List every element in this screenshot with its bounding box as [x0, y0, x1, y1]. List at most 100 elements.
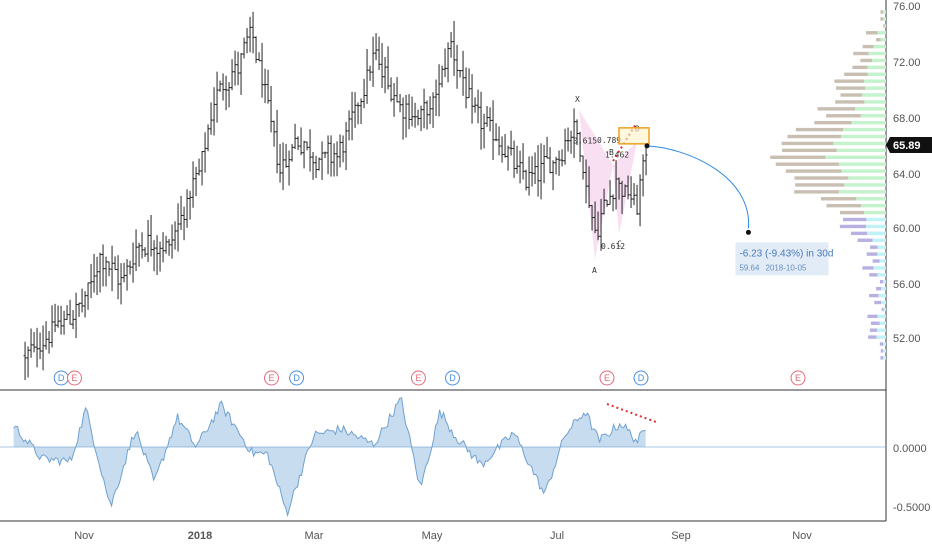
price-bar	[467, 68, 471, 99]
volume-profile-bar	[868, 51, 886, 56]
volume-profile-bar	[835, 86, 866, 90]
volume-profile-bar	[881, 286, 886, 291]
price-bar	[566, 127, 570, 152]
volume-profile	[770, 10, 886, 360]
price-bar	[341, 135, 345, 163]
price-bar	[275, 109, 279, 174]
volume-profile-bar	[877, 314, 886, 319]
volume-profile-bar	[787, 134, 841, 139]
volume-profile-bar	[873, 266, 886, 270]
price-bar	[473, 97, 477, 113]
volume-profile-bar	[879, 321, 886, 325]
volume-profile-bar	[868, 335, 877, 339]
price-bar	[305, 141, 309, 151]
volume-profile-bar	[838, 162, 886, 166]
price-bar	[248, 16, 252, 53]
volume-profile-bar	[880, 356, 883, 360]
price-bar	[350, 91, 354, 141]
price-bar	[92, 253, 96, 293]
volume-profile-bar	[869, 293, 879, 298]
price-bar	[404, 94, 408, 138]
price-bar	[611, 194, 615, 212]
projection-end-dot	[745, 229, 751, 235]
price-bar	[389, 77, 393, 102]
price-tick-label: 60.00	[893, 223, 921, 235]
price-bar	[353, 92, 357, 128]
current-price-label: 65.89	[893, 140, 921, 152]
volume-profile-bar	[860, 114, 886, 118]
price-bar	[182, 206, 186, 241]
price-tick-label: 76.00	[893, 1, 921, 13]
price-bar	[524, 169, 528, 191]
volume-profile-bar	[869, 273, 878, 277]
price-bar	[632, 183, 636, 206]
price-bar	[317, 157, 321, 171]
price-bar	[470, 74, 474, 124]
price-bar	[395, 77, 399, 103]
price-bar	[446, 42, 450, 83]
price-bar	[59, 305, 63, 335]
price-bar	[86, 282, 90, 310]
price-bar	[146, 219, 150, 262]
volume-profile-bar	[883, 10, 886, 14]
price-bar	[491, 100, 495, 161]
price-bar	[569, 130, 573, 154]
price-bar	[152, 240, 156, 272]
price-bar	[137, 242, 141, 267]
price-bar	[536, 145, 540, 197]
pattern-ratio-label: 0.612	[601, 242, 625, 251]
price-bar	[287, 150, 291, 186]
price-bar	[410, 96, 414, 127]
price-bar	[179, 195, 183, 230]
current-price-tag-bg	[886, 137, 932, 153]
price-bar	[194, 166, 198, 197]
dividend-event-marker: D	[633, 370, 649, 386]
price-bar	[47, 330, 51, 354]
price-bar	[629, 176, 633, 208]
price-bar	[551, 160, 555, 191]
volume-profile-bar	[856, 197, 886, 201]
pattern-ratio-label: 0.789	[597, 136, 621, 145]
pattern-triangle-xab	[579, 109, 613, 260]
time-axis: Nov 2018 Mar May Jul Sep Nov	[74, 530, 812, 542]
volume-profile-bar	[820, 197, 857, 201]
price-bar	[242, 37, 246, 59]
volume-profile-bar	[877, 245, 886, 249]
price-bar	[302, 140, 306, 169]
price-bar	[41, 325, 45, 371]
price-bar	[506, 145, 510, 171]
price-bar	[44, 321, 48, 350]
volume-profile-bar	[881, 307, 884, 312]
projection-start-dot	[644, 143, 650, 149]
price-tick-label: 56.00	[893, 279, 921, 291]
price-bar	[494, 123, 498, 142]
price-bar	[638, 174, 642, 227]
price-bar	[575, 119, 579, 146]
price-bar	[56, 305, 60, 328]
price-bar	[443, 48, 447, 78]
price-bar	[176, 203, 180, 252]
price-bar	[476, 89, 480, 124]
price-bar	[440, 65, 444, 88]
price-bar	[272, 120, 276, 147]
volume-profile-bar	[853, 51, 869, 56]
price-tick-label: 52.00	[893, 333, 921, 345]
volume-profile-bar	[857, 238, 873, 242]
volume-profile-bar	[775, 162, 839, 166]
price-bar	[560, 149, 564, 167]
volume-profile-bar	[883, 24, 885, 28]
volume-profile-bar	[861, 203, 886, 208]
volume-profile-bar	[879, 259, 886, 263]
current-price-tag: 65.89	[886, 137, 932, 153]
volume-profile-bar	[826, 114, 861, 118]
price-bar	[434, 79, 438, 116]
price-bar	[464, 67, 468, 109]
price-bar	[644, 146, 648, 176]
volume-profile-bar	[841, 169, 886, 173]
volume-profile-bar	[862, 44, 874, 49]
volume-profile-bar	[883, 307, 886, 312]
price-bar	[197, 158, 201, 176]
price-bar	[392, 83, 396, 117]
time-tick-label: Jul	[550, 530, 564, 542]
